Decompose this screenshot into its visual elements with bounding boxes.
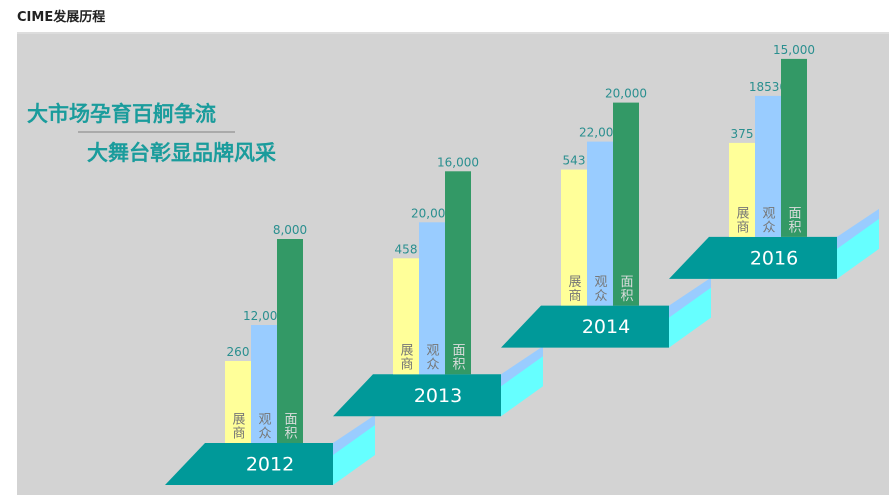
step-side xyxy=(501,356,543,417)
bar xyxy=(561,169,587,306)
bar-label: 观众 xyxy=(256,412,272,440)
step-top xyxy=(333,374,501,417)
value-label: 8,000 xyxy=(273,223,307,237)
value-label: 260 xyxy=(227,345,250,359)
value-label: 20,000 xyxy=(605,87,647,101)
bar-label: 观众 xyxy=(760,206,776,234)
bar xyxy=(251,325,277,443)
bar xyxy=(445,171,471,375)
step-side xyxy=(333,425,375,485)
bar xyxy=(613,102,639,306)
bar xyxy=(393,258,419,375)
value-label: 12,000 xyxy=(243,309,285,323)
year-label: 2014 xyxy=(582,316,630,338)
bar-label: 展商 xyxy=(398,343,414,371)
bar-label: 面积 xyxy=(282,412,298,440)
bar-label: 观众 xyxy=(424,343,440,371)
bar-label: 观众 xyxy=(592,275,608,303)
bar-label: 面积 xyxy=(786,206,802,234)
bar-label: 面积 xyxy=(618,275,634,303)
value-label: 20,000 xyxy=(411,206,453,220)
value-label: 22,000 xyxy=(579,126,621,140)
value-label: 16,000 xyxy=(437,155,479,169)
bar-label: 展商 xyxy=(734,206,750,234)
bar xyxy=(225,361,251,443)
year-label: 2016 xyxy=(750,247,798,269)
slogan-line: 大舞台彰显品牌风采 xyxy=(87,140,276,165)
value-label: 18530 xyxy=(749,80,787,94)
step-top xyxy=(501,305,669,348)
bar xyxy=(587,141,613,306)
page-title: CIME发展历程 xyxy=(17,9,105,25)
year-label: 2013 xyxy=(414,385,462,407)
bar-label: 展商 xyxy=(566,275,582,303)
step-side xyxy=(837,218,879,279)
value-label: 375 xyxy=(731,127,754,141)
step-side xyxy=(669,287,711,348)
value-label: 458 xyxy=(395,242,418,256)
bar xyxy=(277,239,303,443)
bar-label: 面积 xyxy=(450,343,466,371)
bar xyxy=(755,95,781,237)
value-label: 543 xyxy=(563,154,586,168)
value-label: 15,000 xyxy=(773,43,815,57)
bar-label: 展商 xyxy=(230,412,246,440)
bar xyxy=(781,58,807,237)
step-top xyxy=(669,236,837,279)
slogan-line: 大市场孕育百舸争流 xyxy=(27,101,216,126)
bar xyxy=(419,222,445,375)
step-top xyxy=(165,443,333,485)
year-label: 2012 xyxy=(246,454,294,476)
bar xyxy=(729,142,755,237)
